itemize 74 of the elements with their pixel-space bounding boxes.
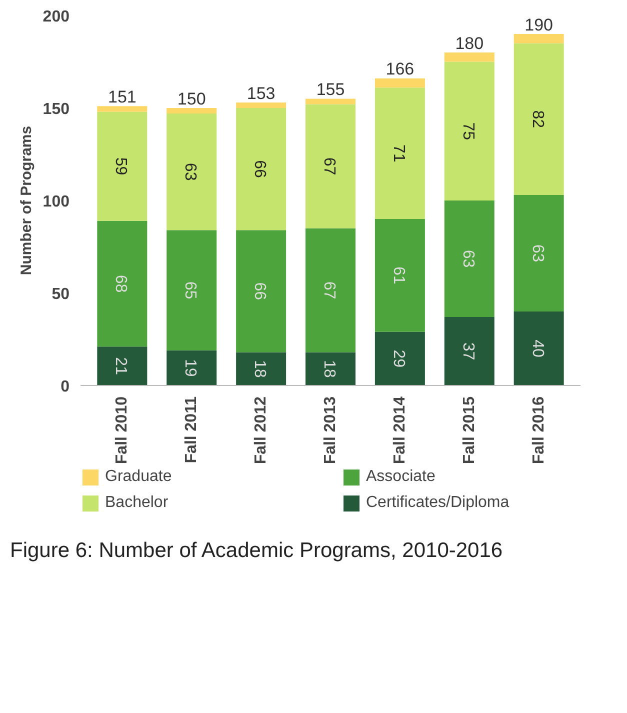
legend-label: Certificates/Diploma [366,494,510,512]
bar [306,352,356,386]
bar [166,114,217,230]
data-label: 59 [112,157,130,176]
bar [514,34,564,44]
bar [236,230,286,352]
data-label: 18 [320,360,338,378]
bar [306,98,356,104]
x-tick-label: Fall 2011 [183,396,200,464]
bar [444,52,494,62]
y-tick-label: 100 [42,194,70,210]
data-label: 63 [182,162,199,181]
data-label: 29 [390,350,407,368]
y-tick-label: 0 [60,378,70,396]
bar [166,108,217,114]
data-label: 68 [112,274,130,293]
bar [514,312,564,386]
caption: Figure 6: Number of Academic Programs, 2010-2016 [10,538,503,564]
legend-label: Associate [366,468,436,486]
bar [97,112,148,221]
data-label: 63 [459,250,476,268]
bar [236,108,286,230]
bar [444,62,494,200]
total-label: 155 [316,80,345,100]
bar [514,43,564,195]
total-label: 151 [108,87,136,106]
x-tick-label: Fall 2010 [114,396,131,464]
total-label: 166 [386,60,414,79]
bar [374,88,425,219]
data-label: 61 [390,266,407,284]
bar [97,106,148,112]
bar [97,346,148,386]
bar [166,230,217,350]
data-label: 18 [251,360,268,378]
total-label: 190 [524,15,554,34]
data-label: 67 [320,281,338,300]
data-label: 63 [528,244,546,262]
bar [444,200,494,318]
total-label: 180 [455,34,484,53]
data-label: 66 [251,282,268,300]
data-label: 75 [459,122,476,140]
bar [306,104,356,228]
legend-label: Bachelor [105,494,170,512]
data-label: 66 [251,160,268,178]
bar [374,332,425,386]
bar [374,219,425,332]
x-tick-label: Fall 2012 [252,396,270,464]
total-label: 153 [246,84,276,103]
data-label: 71 [390,144,407,162]
bar [166,350,217,386]
data-label: 37 [459,342,476,360]
data-label: 82 [528,110,546,128]
x-tick-label: Fall 2013 [322,396,339,464]
data-label: 65 [182,281,199,300]
bar [374,78,425,88]
data-label: 21 [112,357,130,376]
bar [514,194,564,312]
x-tick-label: Fall 2016 [530,396,548,464]
x-tick-label: Fall 2014 [391,396,408,464]
legend-label: Graduate [105,468,173,486]
y-tick-label: 150 [42,101,70,118]
bar [97,220,148,347]
data-label: 19 [182,359,199,377]
x-tick-label: Fall 2015 [460,396,478,464]
y-tick-label: 50 [52,286,70,303]
y-tick-label: 200 [42,8,70,26]
bar [236,352,286,386]
data-label: 40 [528,340,546,358]
total-label: 150 [177,89,206,108]
y-axis-title: Number of Programs [18,126,35,276]
bar [236,102,286,108]
bar [306,228,356,352]
data-label: 67 [320,157,338,176]
bar [444,317,494,386]
